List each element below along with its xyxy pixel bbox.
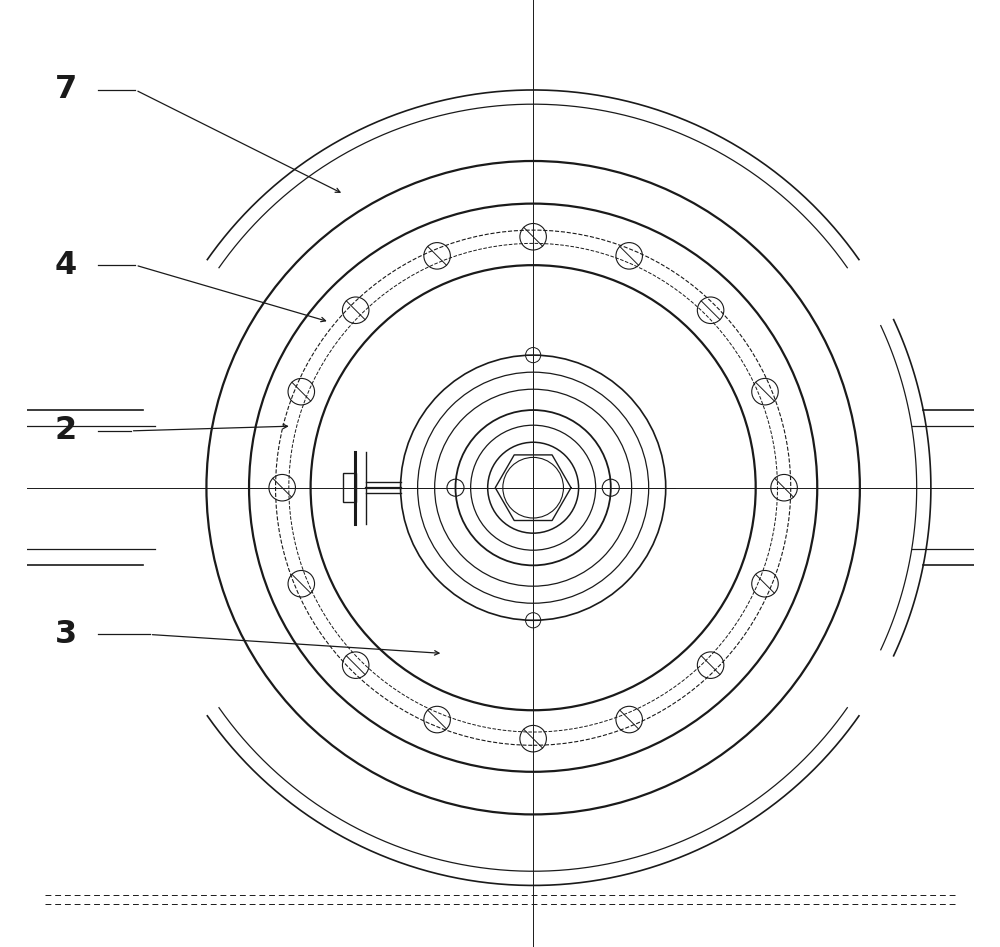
- Text: 3: 3: [55, 619, 77, 650]
- Text: 7: 7: [55, 75, 77, 105]
- Text: 4: 4: [55, 250, 77, 280]
- Bar: [343, 474, 356, 502]
- Text: 2: 2: [55, 416, 77, 446]
